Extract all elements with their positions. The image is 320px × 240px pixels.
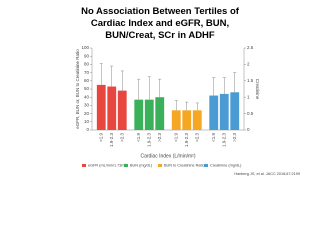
legend-swatch xyxy=(158,164,162,167)
legend-label: BUN (mg/dL) xyxy=(130,164,153,168)
bar xyxy=(219,93,229,130)
x-tick-label: <1.9 xyxy=(98,133,103,142)
y-tick-label: 70 xyxy=(84,70,90,75)
y-tick-label: 30 xyxy=(84,103,90,108)
y-tick-label: 50 xyxy=(84,86,90,91)
legend-swatch xyxy=(124,164,128,167)
y2-axis-label: Creatinine xyxy=(255,79,260,100)
y2-tick-label: 0.5 xyxy=(247,111,254,116)
bar xyxy=(134,99,144,130)
bar xyxy=(107,86,117,130)
x-tick-label: >2.3 xyxy=(157,133,162,142)
bar xyxy=(144,99,154,130)
bar xyxy=(230,92,240,130)
y2-tick-label: 2 xyxy=(247,62,250,67)
x-axis-label: Cardiac Index (L/min/m²) xyxy=(140,153,195,159)
y-tick-label: 100 xyxy=(81,45,89,50)
slide: No Association Between Tertiles of Cardi… xyxy=(75,6,300,176)
bar xyxy=(171,110,181,130)
y-tick-label: 90 xyxy=(84,53,90,58)
x-tick-label: >2.3 xyxy=(194,133,199,142)
x-tick-label: <1.9 xyxy=(173,133,178,142)
y-tick-label: 20 xyxy=(84,111,90,116)
x-tick-label: >2.3 xyxy=(119,133,124,142)
y2-tick-label: 1 xyxy=(247,94,250,99)
bar xyxy=(96,84,106,130)
legend-swatch xyxy=(82,164,86,167)
x-tick-label: 1.9-2.3 xyxy=(184,133,189,148)
legend-label: Creatinine (mg/dL) xyxy=(210,164,242,168)
y2-tick-label: 2.5 xyxy=(247,45,254,50)
chart-title: No Association Between Tertiles of Cardi… xyxy=(81,6,239,41)
bar xyxy=(192,110,202,130)
source: Hanberg JS, et al. JACC 2016;67:2199 xyxy=(234,172,300,176)
x-tick-label: 1.9-2.3 xyxy=(146,133,151,148)
y2-tick-label: 0 xyxy=(247,127,250,132)
bar xyxy=(182,110,192,130)
legend-label: BUN to Creatinine Ratio xyxy=(164,164,205,168)
x-tick-label: 1.9-2.3 xyxy=(109,133,114,148)
chart: 0 10 20 30 40 50 60 70 80 90 100 0 0.5 1 1.5 2 2.5 eGFR, … xyxy=(75,45,300,176)
x-tick-label: >2.3 xyxy=(232,133,237,142)
legend-label: eGFR (mL/min/1.73m²) xyxy=(88,164,128,168)
bar xyxy=(117,90,127,130)
y-tick-label: 10 xyxy=(84,119,90,124)
x-tick-label: <1.9 xyxy=(211,133,216,142)
bar xyxy=(209,95,219,130)
y-tick-label: 40 xyxy=(84,94,90,99)
bar xyxy=(155,97,165,130)
y2-tick-label: 1.5 xyxy=(247,78,254,83)
legend-swatch xyxy=(204,164,208,167)
x-tick-label: <1.9 xyxy=(136,133,141,142)
y-axis-label: eGFR, BUN or, BUN to Creatinine Ratio xyxy=(75,49,80,129)
y-tick-label: 60 xyxy=(84,78,90,83)
y-tick-label: 80 xyxy=(84,62,90,67)
x-tick-label: 1.9-2.3 xyxy=(221,133,226,148)
y-tick-label: 0 xyxy=(86,127,89,132)
